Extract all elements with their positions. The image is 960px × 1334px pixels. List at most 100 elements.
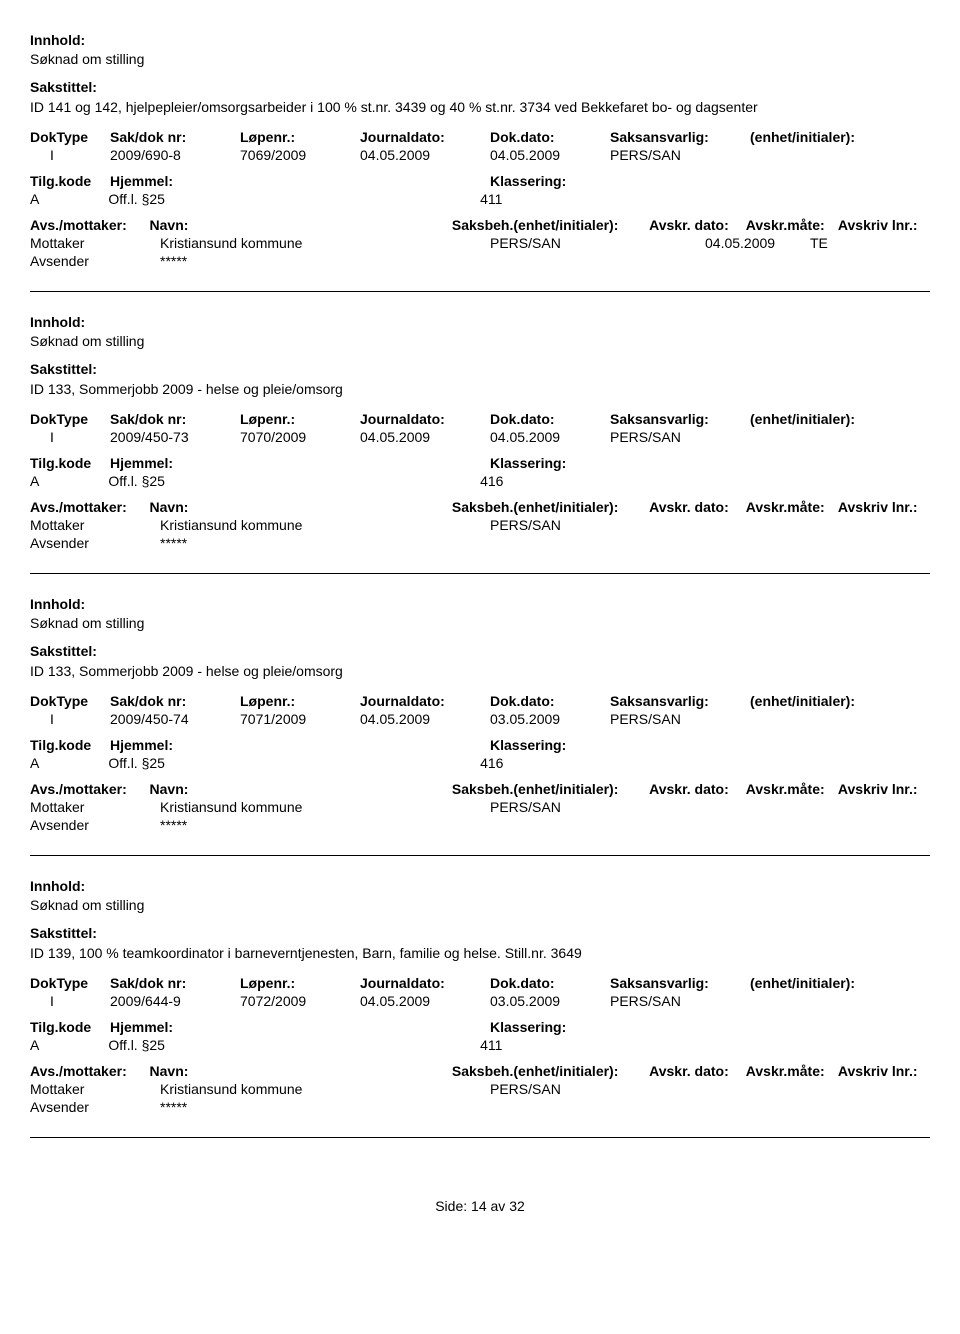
journaldato-header: Journaldato: xyxy=(360,975,490,991)
avsender-label: Avsender xyxy=(30,817,160,833)
avskrdato-header: Avskr. dato: xyxy=(649,781,746,797)
avsender-navn: ***** xyxy=(160,535,490,551)
avsmottaker-header: Avs./mottaker: xyxy=(30,499,150,515)
innhold-label: Innhold: xyxy=(30,32,930,48)
avsmottaker-header: Avs./mottaker: xyxy=(30,1063,150,1079)
avskrivlnr-header: Avskriv lnr.: xyxy=(838,217,930,233)
saksansvarlig-header: Saksansvarlig: xyxy=(610,975,750,991)
saksbeh-header: Saksbeh.(enhet/initialer): xyxy=(452,217,649,233)
mottaker-navn: Kristiansund kommune xyxy=(160,799,490,815)
klassering-value: 416 xyxy=(480,755,930,771)
saksbeh-header: Saksbeh.(enhet/initialer): xyxy=(452,781,649,797)
tilgkode-value: A xyxy=(30,473,108,489)
hjemmel-header: Hjemmel: xyxy=(110,737,490,753)
doc-header-row: DokType Sak/dok nr: Løpenr.: Journaldato… xyxy=(30,129,930,145)
sakstittel-value: ID 133, Sommerjobb 2009 - helse og pleie… xyxy=(30,380,930,399)
avskrmate-header: Avskr.måte: xyxy=(746,217,838,233)
innhold-value: Søknad om stilling xyxy=(30,333,930,349)
avskrmate-value xyxy=(810,1081,910,1097)
navn-header: Navn: xyxy=(150,499,452,515)
journaldato-value: 04.05.2009 xyxy=(360,993,490,1009)
lopenr-value: 7072/2009 xyxy=(240,993,360,1009)
dokdato-value: 03.05.2009 xyxy=(490,993,610,1009)
journal-record: Innhold: Søknad om stilling Sakstittel: … xyxy=(30,596,930,833)
sakstittel-label: Sakstittel: xyxy=(30,643,930,659)
doktype-header: DokType xyxy=(30,693,110,709)
journaldato-value: 04.05.2009 xyxy=(360,711,490,727)
avsender-row: Avsender ***** xyxy=(30,817,930,833)
tilg-value-row: A Off.l. §25 416 xyxy=(30,473,930,489)
hjemmel-value: Off.l. §25 xyxy=(108,755,480,771)
avsender-label: Avsender xyxy=(30,1099,160,1115)
lopenr-header: Løpenr.: xyxy=(240,693,360,709)
saksbeh-value: PERS/SAN xyxy=(490,235,705,251)
klassering-header: Klassering: xyxy=(490,455,890,471)
journal-record: Innhold: Søknad om stilling Sakstittel: … xyxy=(30,314,930,551)
saksansvarlig-value: PERS/SAN xyxy=(610,147,750,163)
sakstittel-value: ID 141 og 142, hjelpepleier/omsorgsarbei… xyxy=(30,98,930,117)
avskrmate-header: Avskr.måte: xyxy=(746,1063,838,1079)
avskrdato-header: Avskr. dato: xyxy=(649,1063,746,1079)
avsender-label: Avsender xyxy=(30,535,160,551)
doc-value-row: I 2009/450-73 7070/2009 04.05.2009 04.05… xyxy=(30,429,930,445)
avsender-navn: ***** xyxy=(160,1099,490,1115)
saksansvarlig-header: Saksansvarlig: xyxy=(610,693,750,709)
tilgkode-header: Tilg.kode xyxy=(30,737,110,753)
innhold-value: Søknad om stilling xyxy=(30,615,930,631)
lopenr-value: 7069/2009 xyxy=(240,147,360,163)
lopenr-header: Løpenr.: xyxy=(240,975,360,991)
journaldato-header: Journaldato: xyxy=(360,129,490,145)
doc-header-row: DokType Sak/dok nr: Løpenr.: Journaldato… xyxy=(30,975,930,991)
sakdok-value: 2009/450-74 xyxy=(110,711,240,727)
sakstittel-label: Sakstittel: xyxy=(30,361,930,377)
doc-value-row: I 2009/690-8 7069/2009 04.05.2009 04.05.… xyxy=(30,147,930,163)
avskrmate-value xyxy=(810,517,910,533)
avskrmate-value xyxy=(810,799,910,815)
avskrdato-value: 04.05.2009 xyxy=(705,235,810,251)
mottaker-navn: Kristiansund kommune xyxy=(160,517,490,533)
sakstittel-label: Sakstittel: xyxy=(30,79,930,95)
innhold-label: Innhold: xyxy=(30,878,930,894)
mottaker-label: Mottaker xyxy=(30,235,160,251)
dokdato-header: Dok.dato: xyxy=(490,411,610,427)
hjemmel-header: Hjemmel: xyxy=(110,1019,490,1035)
mottaker-row: Mottaker Kristiansund kommune PERS/SAN 0… xyxy=(30,235,930,251)
doktype-value: I xyxy=(30,993,110,1009)
avsender-navn: ***** xyxy=(160,817,490,833)
tilgkode-header: Tilg.kode xyxy=(30,173,110,189)
saksansvarlig-value: PERS/SAN xyxy=(610,993,750,1009)
saksbeh-value: PERS/SAN xyxy=(490,517,705,533)
innhold-label: Innhold: xyxy=(30,314,930,330)
sakdok-value: 2009/644-9 xyxy=(110,993,240,1009)
mottaker-label: Mottaker xyxy=(30,1081,160,1097)
avsender-row: Avsender ***** xyxy=(30,535,930,551)
avskrdato-header: Avskr. dato: xyxy=(649,499,746,515)
innhold-value: Søknad om stilling xyxy=(30,51,930,67)
sakdok-value: 2009/690-8 xyxy=(110,147,240,163)
enhet-header: (enhet/initialer): xyxy=(750,975,930,991)
klassering-value: 411 xyxy=(480,1037,930,1053)
hjemmel-value: Off.l. §25 xyxy=(108,1037,480,1053)
dokdato-header: Dok.dato: xyxy=(490,693,610,709)
mottaker-label: Mottaker xyxy=(30,799,160,815)
journal-record: Innhold: Søknad om stilling Sakstittel: … xyxy=(30,878,930,1115)
lopenr-header: Løpenr.: xyxy=(240,129,360,145)
tilgkode-header: Tilg.kode xyxy=(30,1019,110,1035)
separator xyxy=(30,573,930,574)
party-header-row: Avs./mottaker: Navn: Saksbeh.(enhet/init… xyxy=(30,781,930,797)
enhet-header: (enhet/initialer): xyxy=(750,129,930,145)
doktype-header: DokType xyxy=(30,129,110,145)
doc-value-row: I 2009/644-9 7072/2009 04.05.2009 03.05.… xyxy=(30,993,930,1009)
mottaker-navn: Kristiansund kommune xyxy=(160,1081,490,1097)
journaldato-value: 04.05.2009 xyxy=(360,429,490,445)
innhold-label: Innhold: xyxy=(30,596,930,612)
mottaker-row: Mottaker Kristiansund kommune PERS/SAN xyxy=(30,517,930,533)
party-header-row: Avs./mottaker: Navn: Saksbeh.(enhet/init… xyxy=(30,217,930,233)
sakdok-header: Sak/dok nr: xyxy=(110,411,240,427)
avsender-row: Avsender ***** xyxy=(30,1099,930,1115)
sakdok-header: Sak/dok nr: xyxy=(110,129,240,145)
dokdato-value: 04.05.2009 xyxy=(490,147,610,163)
klassering-header: Klassering: xyxy=(490,1019,890,1035)
tilgkode-value: A xyxy=(30,1037,108,1053)
side-label: Side: xyxy=(435,1198,467,1214)
